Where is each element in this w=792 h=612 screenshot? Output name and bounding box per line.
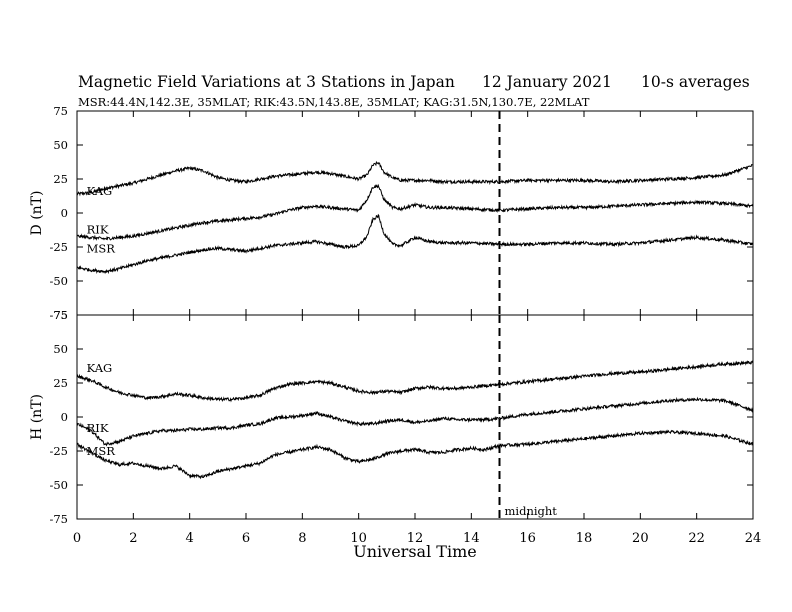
y-axis-label: H (nT) xyxy=(29,394,45,440)
series-label-msr: MSR xyxy=(87,444,116,458)
midnight-label: midnight xyxy=(505,504,558,518)
series-line-kag xyxy=(76,360,754,403)
stations-subtitle: MSR:44.4N,142.3E, 35MLAT; RIK:43.5N,143.… xyxy=(78,95,590,109)
y-tick-label: 50 xyxy=(53,342,68,356)
series-label-msr: MSR xyxy=(87,241,116,255)
series-label-rik: RIK xyxy=(87,222,109,236)
x-tick-label: 6 xyxy=(242,531,250,546)
x-tick-label: 10 xyxy=(350,531,367,546)
x-tick-label: 24 xyxy=(745,531,762,546)
y-tick-label: 0 xyxy=(61,410,68,424)
series-line-msr xyxy=(76,213,754,275)
panel-frame-1 xyxy=(76,314,754,520)
y-axis-label: D (nT) xyxy=(29,191,45,236)
y-tick-label: -25 xyxy=(49,240,68,254)
x-tick-label: 16 xyxy=(519,531,536,546)
x-tick-label: 0 xyxy=(73,531,81,546)
chart-date: 12 January 2021 xyxy=(482,73,612,91)
x-tick-label: 22 xyxy=(688,531,705,546)
series-line-msr xyxy=(76,429,754,480)
x-tick-label: 18 xyxy=(576,531,593,546)
y-tick-label: -50 xyxy=(49,478,68,492)
y-tick-label: -25 xyxy=(49,444,68,458)
y-tick-label: 50 xyxy=(53,138,68,152)
y-tick-label: -75 xyxy=(49,512,68,526)
y-tick-label: 25 xyxy=(53,376,68,390)
x-tick-label: 8 xyxy=(298,531,306,546)
series-label-kag: KAG xyxy=(87,361,113,375)
y-tick-label: 75 xyxy=(53,308,68,322)
y-tick-label: -75 xyxy=(49,308,68,322)
x-tick-label: 4 xyxy=(186,531,194,546)
series-line-rik xyxy=(76,183,754,241)
series-line-kag xyxy=(76,160,754,197)
x-tick-label: 14 xyxy=(463,531,480,546)
y-tick-label: 0 xyxy=(61,206,68,220)
series-label-rik: RIK xyxy=(87,421,109,435)
x-tick-label: 20 xyxy=(632,531,649,546)
y-tick-label: 25 xyxy=(53,172,68,186)
averaging-label: 10-s averages xyxy=(641,73,750,91)
series-line-rik xyxy=(76,396,754,447)
y-tick-label: -50 xyxy=(49,274,68,288)
x-tick-label: 12 xyxy=(407,531,424,546)
series-label-kag: KAG xyxy=(87,184,113,198)
panel-frame-0 xyxy=(76,110,754,316)
y-tick-label: 75 xyxy=(53,104,68,118)
chart-title: Magnetic Field Variations at 3 Stations … xyxy=(78,73,455,91)
x-axis-label: Universal Time xyxy=(353,542,476,561)
x-tick-label: 2 xyxy=(129,531,137,546)
